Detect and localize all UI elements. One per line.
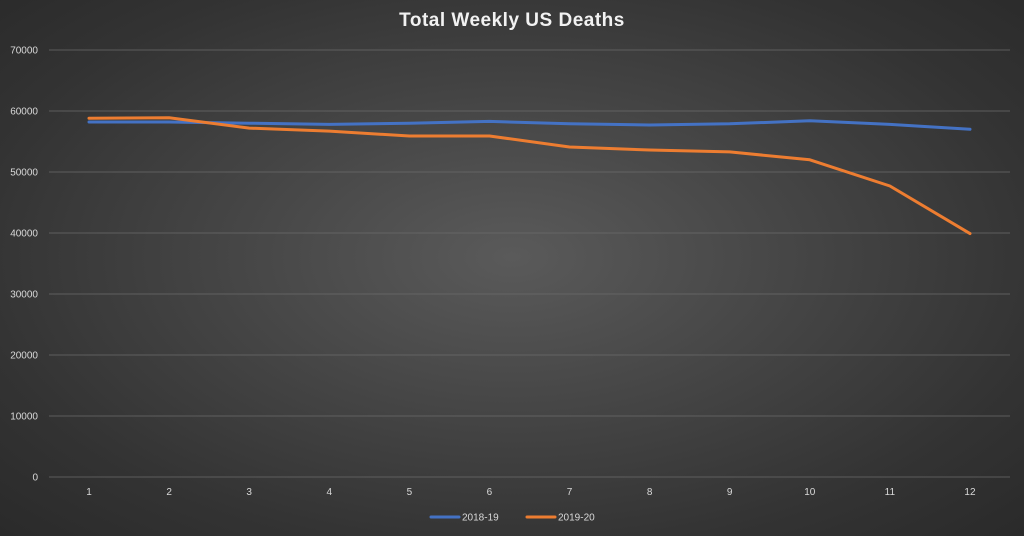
y-tick-label: 40000 (10, 229, 38, 240)
x-tick-label: 9 (727, 487, 733, 498)
x-tick-label: 11 (885, 487, 896, 498)
x-tick-label: 5 (407, 487, 413, 498)
y-tick-label: 10000 (10, 412, 38, 423)
y-tick-label: 50000 (10, 168, 38, 179)
y-tick-label: 30000 (10, 290, 38, 301)
y-tick-label: 0 (32, 473, 38, 484)
y-tick-label: 70000 (10, 46, 38, 57)
x-tick-label: 6 (487, 487, 493, 498)
series-line-2019-20 (87, 116, 972, 236)
chart-title: Total Weekly US Deaths (399, 10, 625, 31)
series-line-2018-19 (87, 119, 972, 131)
legend-label-2019-20: 2019-20 (558, 513, 595, 524)
x-tick-label: 4 (327, 487, 333, 498)
x-tick-label: 2 (166, 487, 172, 498)
x-tick-label: 8 (647, 487, 653, 498)
x-tick-label: 1 (86, 487, 92, 498)
y-tick-label: 20000 (10, 351, 38, 362)
legend-label-2018-19: 2018-19 (462, 513, 499, 524)
x-tick-label: 3 (246, 487, 252, 498)
x-tick-label: 12 (964, 487, 976, 498)
y-tick-label: 60000 (10, 107, 38, 118)
x-tick-label: 7 (567, 487, 573, 498)
x-tick-label: 10 (804, 487, 816, 498)
